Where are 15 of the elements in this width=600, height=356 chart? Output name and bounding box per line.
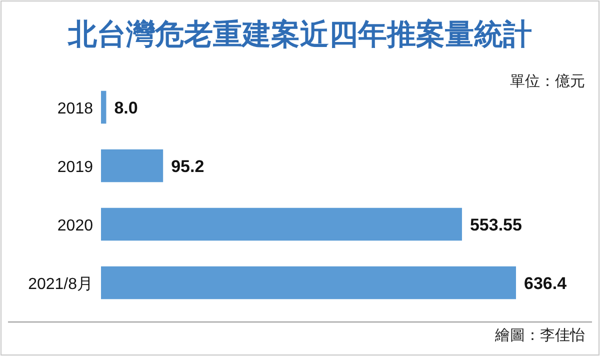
bar bbox=[101, 90, 106, 124]
data-label: 553.55 bbox=[470, 215, 522, 234]
bar bbox=[101, 266, 516, 300]
y-tick-label: 2020 bbox=[57, 217, 94, 234]
data-label: 8.0 bbox=[114, 98, 138, 118]
y-tick-label: 2021/8月 bbox=[28, 276, 93, 293]
chart-title: 北台灣危老重建案近四年推案量統計 bbox=[67, 18, 532, 51]
y-tick-label: 2018 bbox=[57, 100, 94, 118]
text: 繪圖：李佳怡 bbox=[494, 327, 585, 344]
bar bbox=[101, 149, 164, 182]
bar bbox=[101, 208, 462, 241]
annotation: 單位：億元 bbox=[510, 73, 585, 90]
data-label: 95.2 bbox=[171, 156, 204, 176]
y-tick-label: 2019 bbox=[57, 158, 94, 176]
data-label: 636.4 bbox=[524, 274, 568, 293]
